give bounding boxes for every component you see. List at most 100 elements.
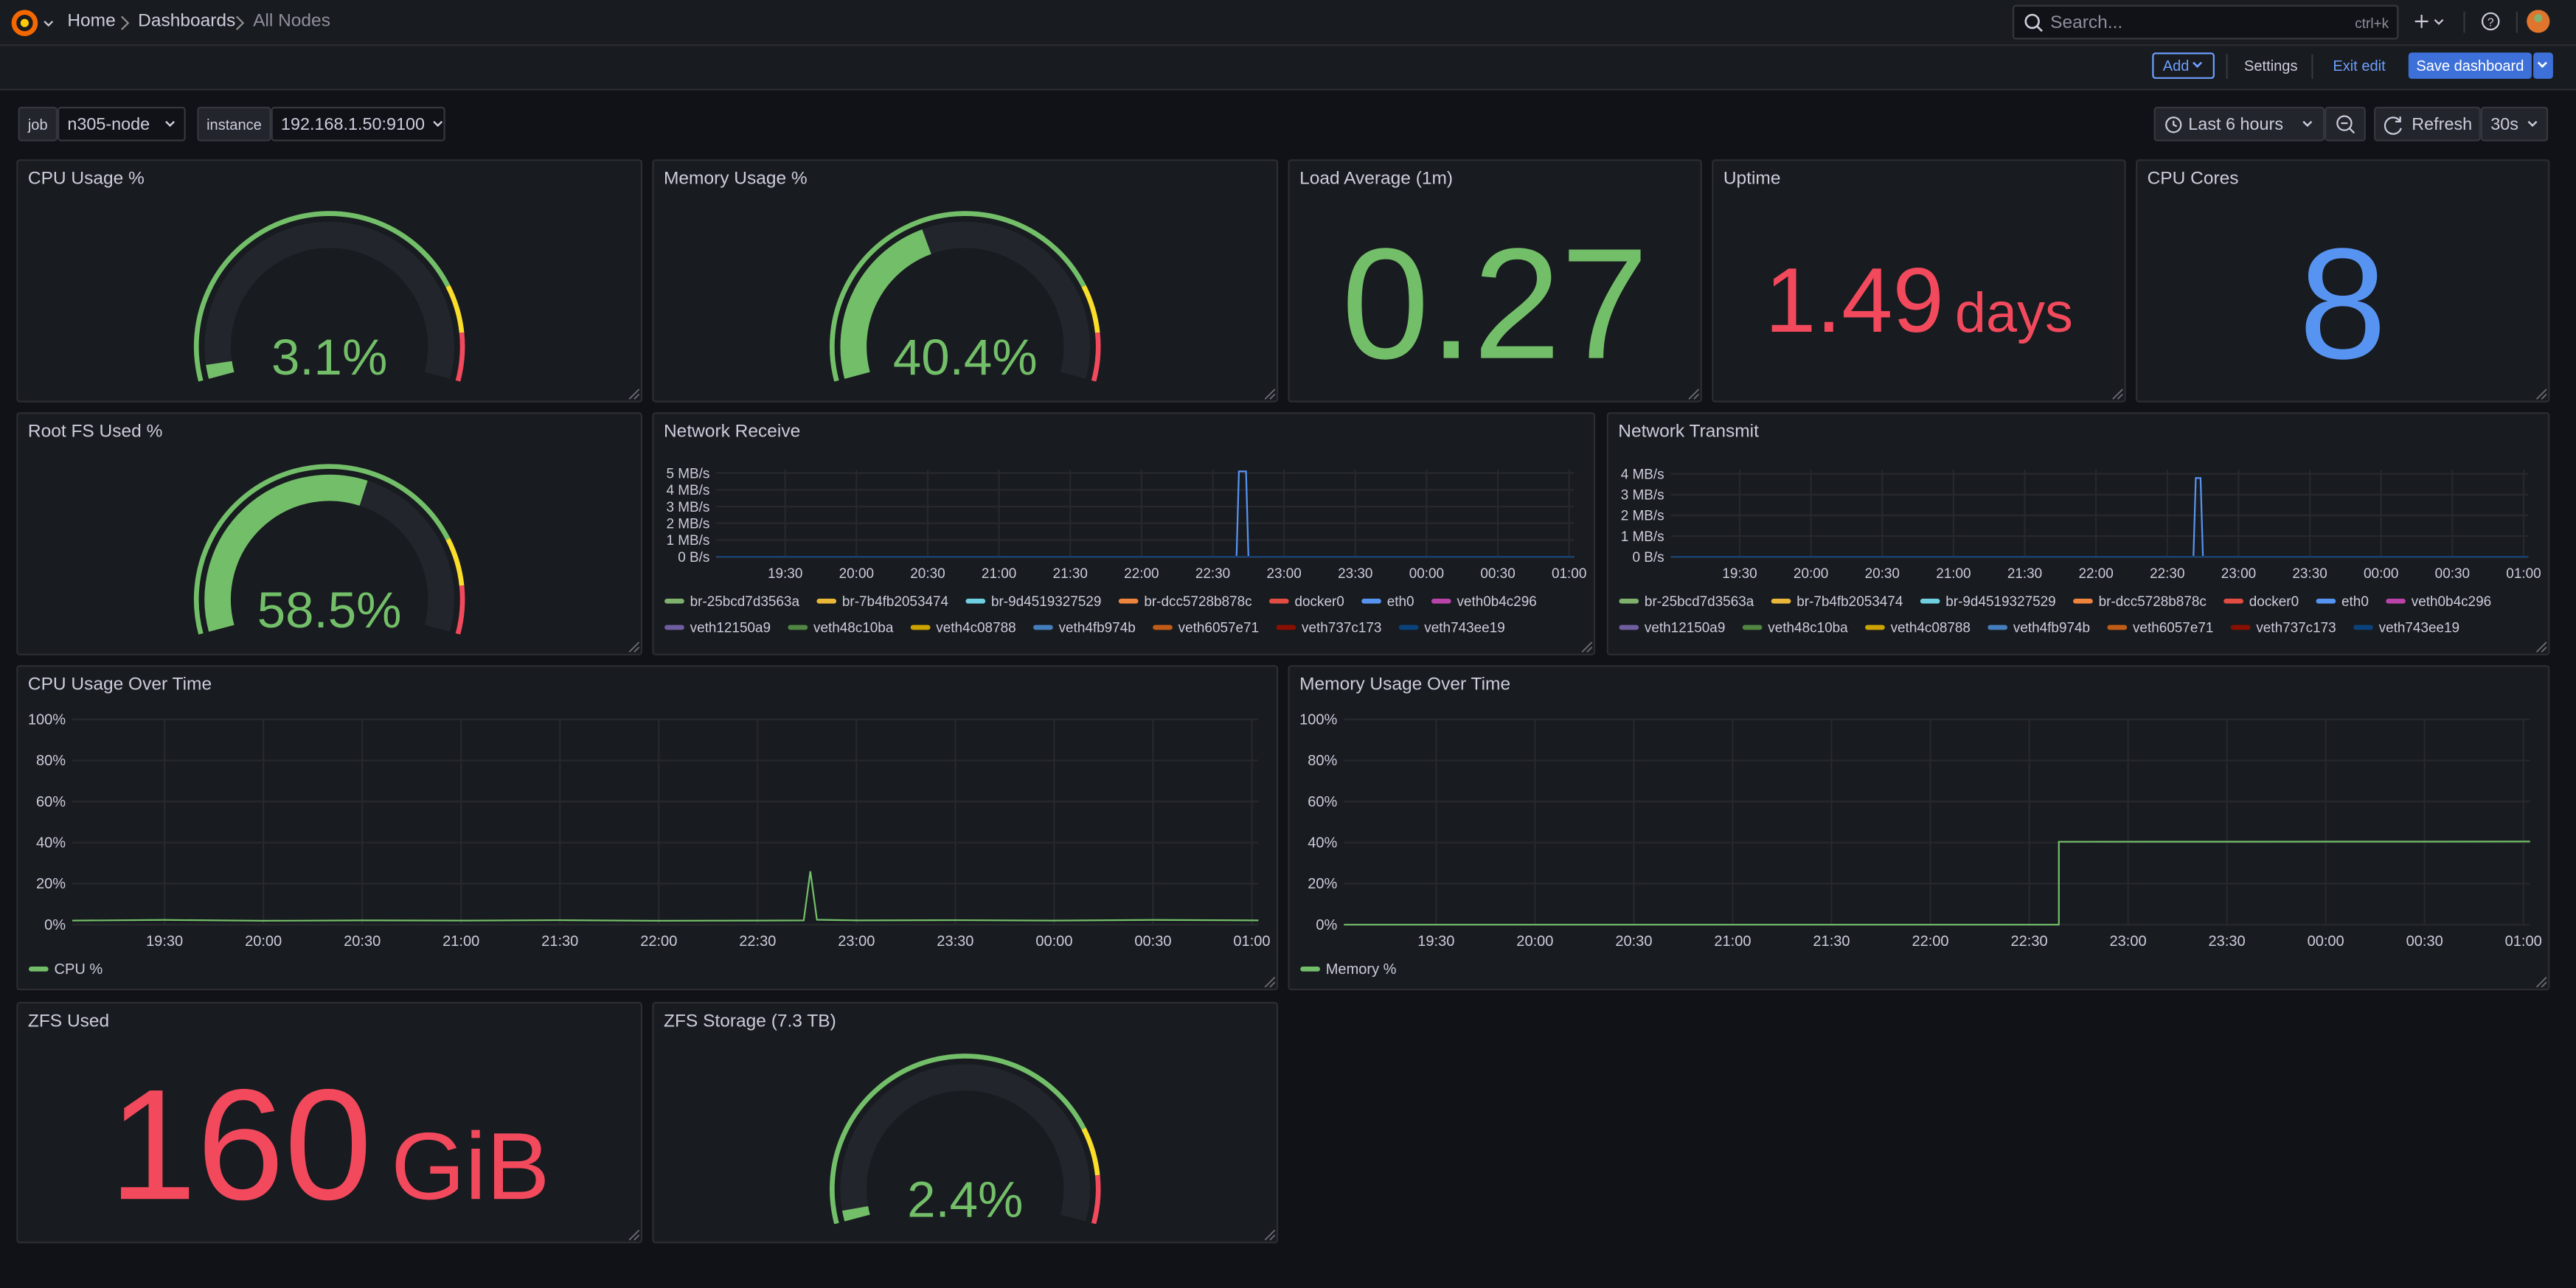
x-tick-label: 21:30 [1053,566,1088,582]
threshold-band [455,585,465,635]
x-tick-label: 22:00 [1912,933,1948,950]
grafana-logo[interactable] [8,7,58,40]
threshold-band [445,537,465,586]
y-tick-label: 0 B/s [1633,550,1664,565]
search-box[interactable]: Search... ctrl+k [2012,4,2399,40]
y-tick-label: 40% [36,835,66,851]
legend-item: veth737c173 [1276,621,1381,636]
chevron [2302,119,2313,127]
resize-handle [628,389,640,400]
resize-handle [1688,389,1700,400]
exit-edit-button[interactable]: Exit edit [2333,57,2386,74]
legend-label: br-9d4519327529 [991,594,1101,610]
panel-title: Memory Usage Over Time [1299,675,1511,695]
refresh-icon [2384,116,2402,134]
legend-label: veth743ee19 [1424,621,1504,636]
add-label: Add [2162,57,2190,74]
legend-label: docker0 [2249,594,2299,610]
breadcrumb[interactable]: Dashboards [138,11,236,32]
x-tick-label: 19:30 [768,566,802,582]
legend-item: Memory % [1300,961,1397,978]
panel-body: 58.5% [193,464,640,653]
save-dropdown[interactable] [2533,52,2553,79]
panel-body: 1.49 days [1765,249,2123,400]
threshold-band [1091,332,1101,382]
legend-label: veth12150a9 [690,621,771,636]
legend-label: br-7b4fb2053474 [1796,594,1903,610]
panel-body: 2.4% [830,1054,1276,1241]
panel-title: Uptime [1723,169,1781,189]
save-button[interactable]: Save dashboard [2408,52,2532,79]
threshold-band [1091,1174,1101,1225]
legend-label: br-25bcd7d3563a [1645,594,1754,610]
time-picker[interactable]: Last 6 hours [2153,106,2325,142]
legend-label: br-7b4fb2053474 [842,594,948,610]
variable-select[interactable]: 192.168.1.50:9100 [271,106,445,142]
variable-label-text: instance [206,116,262,133]
time-range: Last 6 hours [2188,114,2284,134]
x-tick-label: 22:30 [2010,933,2047,950]
settings-button[interactable]: Settings [2244,57,2298,74]
legend-label: veth4c08788 [1891,621,1971,636]
stat-number: 1.49 [1765,249,1944,352]
search-icon [2024,13,2043,32]
panel: Memory Usage % 40.4% [652,159,1279,403]
breadcrumb[interactable]: Home [67,11,116,32]
panel: Load Average (1m) 0.27 [1288,159,1702,403]
refresh-button[interactable]: Refresh [2374,106,2481,142]
legend-item: veth4c08788 [910,621,1016,636]
refresh-interval[interactable]: 30s [2480,106,2549,142]
chevron [2191,61,2201,69]
x-tick-label: 19:30 [146,933,183,950]
top-icons[interactable]: ? [2409,10,2573,36]
zoom-icon [2336,114,2354,133]
y-tick-label: 3 MB/s [1621,488,1664,504]
x-tick-label: 01:00 [1552,566,1586,582]
y-tick-label: 0 B/s [678,550,709,565]
legend-item: br-25bcd7d3563a [664,594,800,610]
panel: ZFS Used 160 GiB [16,1001,643,1244]
chevron [432,119,442,127]
threshold-band [830,1054,1086,1225]
y-tick-label: 20% [36,876,66,892]
y-tick-label: 40% [1308,835,1337,851]
panel-title: CPU Cores [2147,169,2239,189]
legend-label: eth0 [1387,594,1414,610]
panel: Memory Usage Over Time 0% 20% 40% 60% 80% 100%… [1288,665,2550,991]
resize-handle [628,1229,640,1241]
x-tick-label: 21:30 [1813,933,1850,950]
x-tick-label: 19:30 [1722,566,1757,582]
legend-label: br-25bcd7d3563a [690,594,800,610]
clock-icon [2165,116,2182,133]
y-tick-label: 4 MB/s [1621,467,1664,482]
panel-title: CPU Usage Over Time [27,675,212,695]
y-tick-label: 1 MB/s [1621,529,1664,545]
y-tick-label: 1 MB/s [666,533,709,549]
legend-label: br-9d4519327529 [1945,594,2055,610]
add-button[interactable]: Add [2152,52,2215,79]
x-tick-label: 23:30 [2292,566,2327,582]
variable-select[interactable]: n305-node [57,106,186,142]
x-tick-label: 20:30 [910,566,945,582]
y-tick-label: 60% [1308,794,1337,810]
legend-label: veth743ee19 [2379,621,2459,636]
variable-value: n305-node [67,114,150,134]
legend-item: eth0 [1361,594,1414,610]
x-tick-label: 21:00 [982,566,1016,582]
zoom-out-button[interactable] [2325,106,2366,142]
search-shortcut: ctrl+k [2355,13,2389,31]
gauge-value [840,229,932,379]
legend-item: veth12150a9 [664,621,771,636]
gauge-track [840,1064,1091,1222]
y-tick-label: 2 MB/s [666,516,709,532]
legend-label: Memory % [1326,961,1397,978]
stat-number: 8 [2299,216,2386,392]
x-tick-label: 23:30 [2209,933,2246,950]
resize-handle [2535,389,2547,400]
x-tick-label: 00:00 [1409,566,1444,582]
gauge-value-label: 58.5% [257,581,402,638]
x-tick-label: 20:00 [1516,933,1553,950]
legend-label: br-dcc5728b878c [1144,594,1251,610]
panel-title: ZFS Used [27,1012,110,1031]
x-tick-label: 00:30 [1480,566,1515,582]
